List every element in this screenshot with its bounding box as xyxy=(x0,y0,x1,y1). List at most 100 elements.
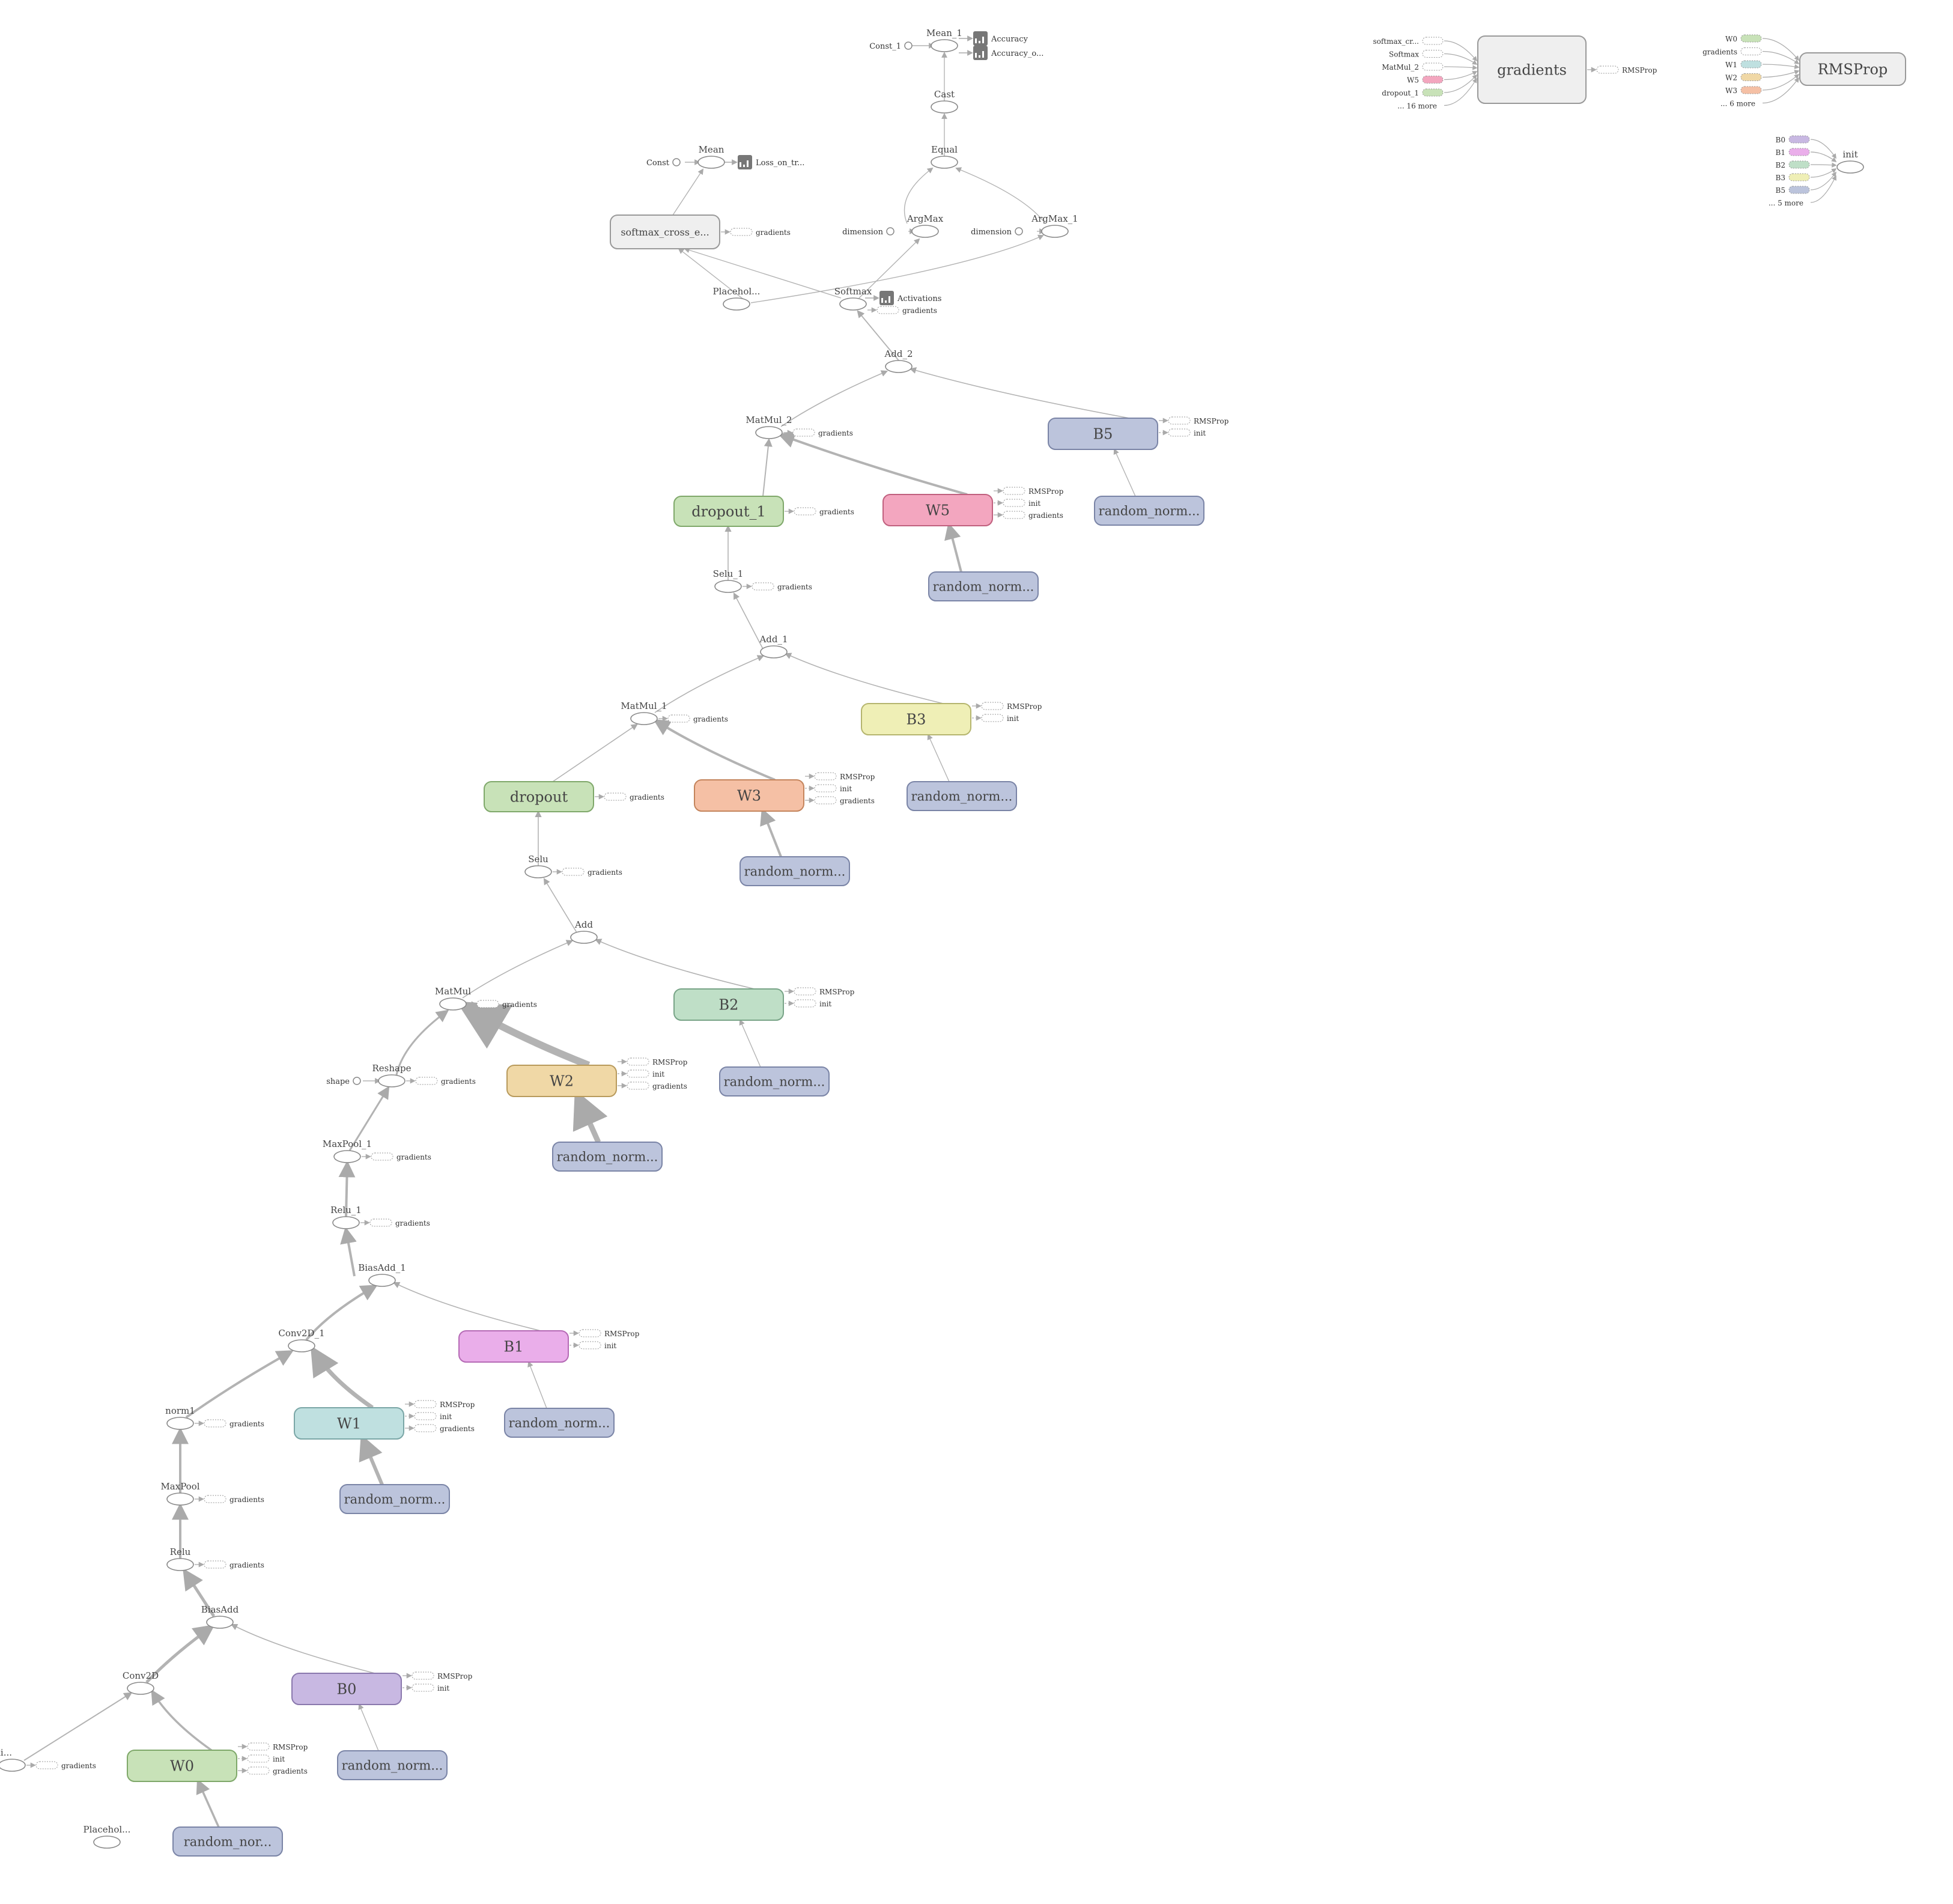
box-node-rn-w5[interactable]: random_norm... xyxy=(928,571,1039,601)
op-ellipse-icon xyxy=(127,1682,154,1695)
box-node-shape xyxy=(552,1142,663,1172)
bar-chart-icon-bar xyxy=(747,160,749,167)
box-node-rn-b0[interactable]: random_norm... xyxy=(337,1750,448,1780)
op-node-label: ArgMax xyxy=(907,213,944,224)
box-node-b2[interactable]: B2 xyxy=(673,988,784,1021)
box-node-w3[interactable]: W3 xyxy=(694,779,804,812)
input-pill-icon xyxy=(1740,73,1762,81)
op-node-equal[interactable]: Equal xyxy=(931,144,958,169)
op-node-add[interactable]: Add xyxy=(570,919,598,944)
box-node-dropout[interactable]: dropout xyxy=(484,781,594,812)
box-node-rn-w1[interactable]: random_norm... xyxy=(339,1484,450,1514)
op-ellipse-icon xyxy=(931,100,958,114)
aux-pill-icon xyxy=(414,1400,437,1408)
op-ellipse-icon xyxy=(368,1274,396,1287)
summary-loss[interactable]: Loss_on_tr... xyxy=(723,155,804,169)
box-node-rn-b2[interactable]: random_norm... xyxy=(719,1066,830,1096)
op-node-mean-1[interactable]: Mean_1 xyxy=(926,28,962,52)
op-node-reshape[interactable]: Reshape xyxy=(372,1063,412,1087)
op-node-const-1[interactable]: Const_1 xyxy=(869,41,913,51)
op-node-add-1[interactable]: Add_1 xyxy=(759,634,788,658)
op-node-matmul-2[interactable]: MatMul_2 xyxy=(746,415,792,439)
aux-edge-rmsprop: RMSProp xyxy=(994,487,1064,496)
box-node-shape xyxy=(506,1065,617,1097)
op-node-selu[interactable]: Selu xyxy=(524,854,552,878)
edge-biasadd-relu xyxy=(183,1568,216,1617)
box-node-label: dropout_1 xyxy=(691,503,765,520)
op-node-argmax[interactable]: ArgMax xyxy=(907,213,944,238)
box-node-w5[interactable]: W5 xyxy=(882,494,993,526)
op-ellipse-icon xyxy=(630,712,658,725)
box-node-gradients-main[interactable]: gradients xyxy=(1477,35,1587,104)
box-node-b0[interactable]: B0 xyxy=(291,1673,402,1705)
op-node-maxpool[interactable]: MaxPool xyxy=(160,1481,200,1506)
op-node-init[interactable]: init xyxy=(1836,149,1864,174)
op-node-dimension-a[interactable]: dimension xyxy=(842,227,894,237)
op-ellipse-icon xyxy=(911,225,939,238)
op-node-argmax-1[interactable]: ArgMax_1 xyxy=(1031,213,1078,238)
aux-pill-icon xyxy=(667,714,690,723)
op-node-placeholder-left[interactable]: aceholi... xyxy=(0,1747,26,1772)
edge-argmax-equal xyxy=(904,167,934,224)
op-node-softmax[interactable]: Softmax xyxy=(834,286,872,311)
op-node-dimension-b[interactable]: dimension xyxy=(971,227,1023,237)
op-node-relu-1[interactable]: Relu_1 xyxy=(330,1205,362,1229)
box-node-rn-b3[interactable]: random_norm... xyxy=(907,781,1017,811)
box-node-rn-b5[interactable]: random_norm... xyxy=(1094,496,1204,526)
op-ellipse-icon xyxy=(439,997,467,1011)
op-node-mean[interactable]: Mean xyxy=(697,144,725,169)
aux-pill-icon xyxy=(1003,499,1025,507)
op-node-conv2d[interactable]: Conv2D xyxy=(123,1670,159,1695)
op-node-label: MatMul xyxy=(435,986,471,997)
op-node-placeholder-top[interactable]: Placehol... xyxy=(713,286,761,311)
op-node-relu[interactable]: Relu xyxy=(166,1547,194,1571)
box-node-rn-w2[interactable]: random_norm... xyxy=(552,1142,663,1172)
op-node-biasadd[interactable]: BiasAdd xyxy=(201,1604,239,1629)
summary-activations[interactable]: Activations xyxy=(865,291,941,305)
box-node-rmsprop-main[interactable]: RMSProp xyxy=(1799,52,1906,86)
box-node-rn-w0[interactable]: random_nor... xyxy=(172,1826,283,1857)
box-node-shape xyxy=(127,1750,237,1782)
op-node-matmul-1[interactable]: MatMul_1 xyxy=(621,701,667,725)
box-node-b1[interactable]: B1 xyxy=(458,1330,569,1363)
aux-pill-icon xyxy=(876,306,899,314)
box-node-softmax-cross[interactable]: softmax_cross_e... xyxy=(610,214,720,249)
aux-edge-init: init xyxy=(405,1412,452,1421)
input-pill-icon xyxy=(1422,37,1444,45)
box-node-b5[interactable]: B5 xyxy=(1048,418,1158,450)
box-node-b3[interactable]: B3 xyxy=(861,703,971,735)
bar-chart-icon-bar xyxy=(982,37,984,43)
summary-accuracy-o[interactable]: Accuracy_o... xyxy=(959,46,1043,60)
op-node-norm1[interactable]: norm1 xyxy=(165,1405,195,1430)
op-node-biasadd-1[interactable]: BiasAdd_1 xyxy=(358,1262,406,1287)
box-node-w2[interactable]: W2 xyxy=(506,1065,617,1097)
box-node-shape xyxy=(504,1408,615,1438)
aux-label: RMSProp xyxy=(652,1058,688,1066)
aux-edge-gradients: gradients xyxy=(743,582,812,591)
edge-w1-conv2d1 xyxy=(310,1345,374,1410)
summary-accuracy[interactable]: Accuracy xyxy=(959,31,1028,46)
op-node-maxpool-1[interactable]: MaxPool_1 xyxy=(323,1139,372,1163)
box-node-rn-w3[interactable]: random_norm... xyxy=(740,856,850,886)
box-node-rn-b1[interactable]: random_norm... xyxy=(504,1408,615,1438)
op-node-shape[interactable]: shape xyxy=(326,1077,361,1086)
aux-pill-icon xyxy=(814,772,837,780)
edge-rnw3-w3 xyxy=(760,808,782,857)
box-node-w1[interactable]: W1 xyxy=(294,1407,404,1440)
op-node-cast[interactable]: Cast xyxy=(931,89,958,114)
box-node-dropout-1[interactable]: dropout_1 xyxy=(673,496,784,527)
op-node-conv2d-1[interactable]: Conv2D_1 xyxy=(278,1328,325,1352)
box-node-label: random_norm... xyxy=(911,789,1013,804)
aux-edge-gradients: gradients xyxy=(195,1560,264,1569)
aux-edge-init: init xyxy=(569,1341,616,1350)
edge-matmul2-add2 xyxy=(780,370,888,427)
op-node-const[interactable]: Const xyxy=(646,158,681,168)
box-node-w0[interactable]: W0 xyxy=(127,1750,237,1782)
op-node-placeholder-bottom[interactable]: Placehol... xyxy=(84,1824,131,1849)
aux-pill-icon xyxy=(1003,487,1025,495)
aux-pill-icon xyxy=(752,582,774,591)
op-node-add-2[interactable]: Add_2 xyxy=(884,348,913,373)
op-node-matmul[interactable]: MatMul xyxy=(435,986,471,1011)
op-node-selu-1[interactable]: Selu_1 xyxy=(713,568,744,593)
